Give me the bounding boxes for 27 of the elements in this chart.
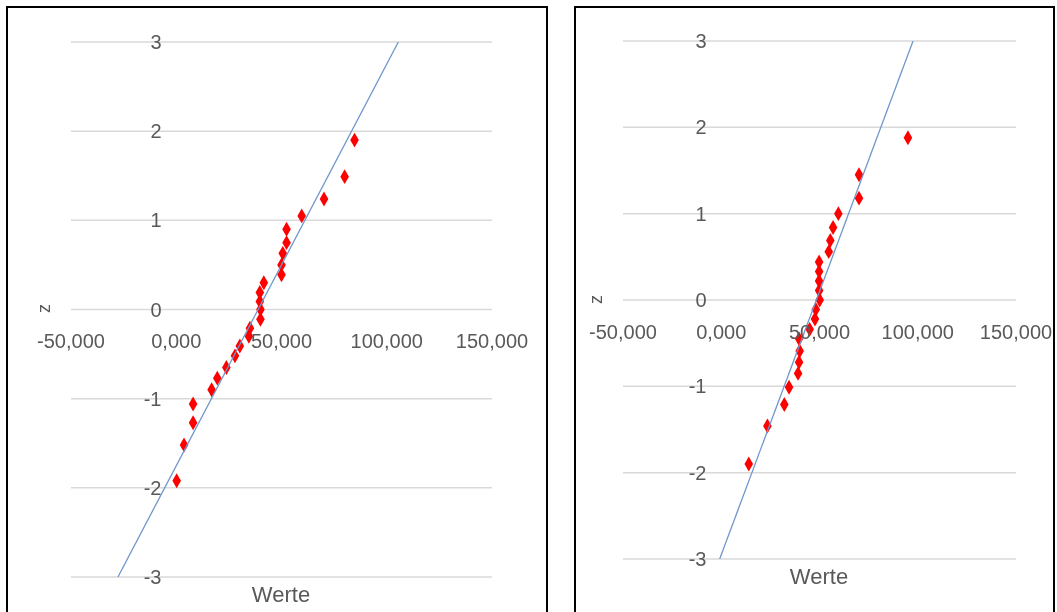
y-tick-label: -3	[688, 548, 707, 570]
y-tick-label: -2	[143, 476, 162, 499]
x-tick-label: 50,000	[250, 330, 313, 352]
x-tick-label: 100,000	[881, 320, 954, 343]
y-tick-label: 2	[150, 120, 162, 143]
y-axis-title: z	[34, 304, 55, 313]
y-tick-label: 0	[150, 298, 162, 321]
y-tick-label: 1	[695, 202, 707, 225]
x-tick-label: -50,000	[589, 320, 657, 343]
x-tick-label: 150,000	[979, 320, 1053, 343]
y-tick-label: -1	[143, 387, 162, 410]
y-tick-label: 2	[695, 116, 707, 139]
x-tick-label: 0,000	[696, 320, 747, 343]
x-axis-title: Werte	[250, 582, 312, 608]
y-tick-label: 1	[150, 209, 162, 232]
y-tick-label: 0	[695, 289, 707, 311]
x-tick-label: -50,000	[37, 330, 105, 352]
y-tick-label: 3	[150, 31, 162, 53]
x-tick-label: 150,000	[455, 330, 529, 352]
y-tick-label: -1	[688, 375, 707, 398]
x-tick-label: 100,000	[350, 330, 423, 352]
y-tick-label: -3	[143, 566, 162, 588]
x-axis-title: Werte	[788, 564, 850, 590]
x-tick-label: 0,000	[151, 330, 202, 352]
y-tick-label: 3	[695, 30, 707, 52]
y-tick-label: -2	[688, 461, 707, 484]
y-axis-title: z	[586, 294, 607, 304]
